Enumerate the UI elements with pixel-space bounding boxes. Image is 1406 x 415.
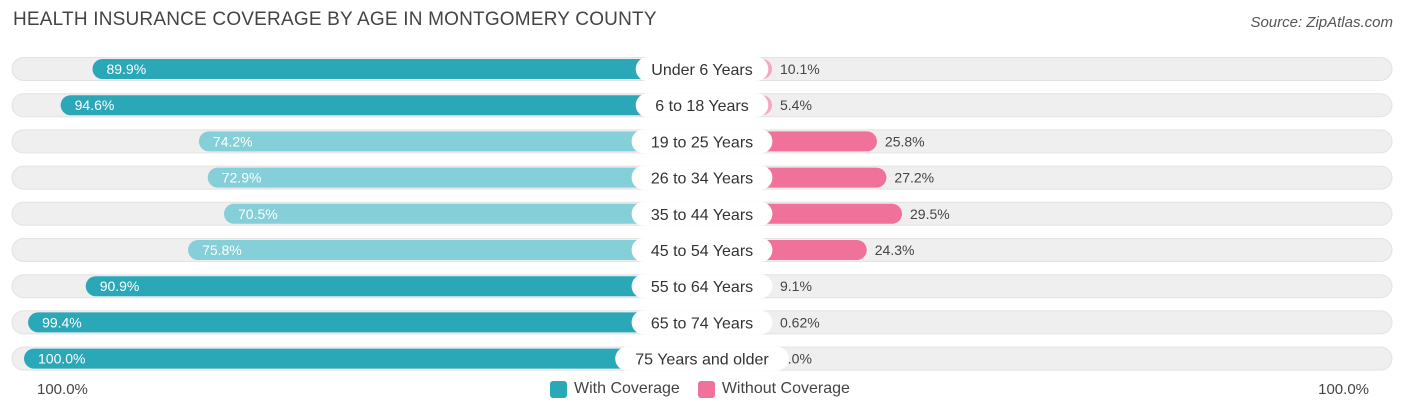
axis-left-label: 100.0% (37, 381, 88, 398)
category-pill (615, 346, 789, 371)
bar-with-coverage (85, 276, 702, 297)
value-label-with-coverage: 90.9% (100, 278, 140, 294)
value-label-with-coverage: 99.4% (42, 314, 82, 330)
category-pill (635, 93, 769, 118)
value-label-without-coverage: 29.5% (910, 206, 950, 222)
legend-swatch-with-coverage (550, 380, 567, 398)
category-label: 26 to 34 Years (651, 171, 753, 188)
category-pill (631, 201, 773, 226)
value-label-with-coverage: 70.5% (238, 206, 278, 222)
category-label: 55 to 64 Years (651, 279, 753, 296)
value-label-with-coverage: 75.8% (202, 242, 242, 258)
bar-with-coverage (198, 131, 702, 152)
value-label-with-coverage: 100.0% (38, 351, 85, 367)
value-label-without-coverage: 24.3% (875, 242, 915, 258)
category-pill (631, 238, 773, 262)
bar-with-coverage (92, 59, 702, 79)
value-label-without-coverage: 25.8% (885, 133, 925, 149)
category-pill (631, 310, 773, 335)
value-label-with-coverage: 94.6% (75, 97, 115, 113)
value-label-without-coverage: 10.1% (780, 61, 820, 77)
bar-with-coverage (60, 95, 702, 116)
bar-with-coverage (28, 312, 703, 333)
value-label-with-coverage: 89.9% (106, 61, 146, 77)
bar-with-coverage (224, 203, 702, 224)
value-label-without-coverage: 9.1% (780, 278, 812, 294)
source-label: Source: ZipAtlas.com (1250, 14, 1393, 31)
category-label: 19 to 25 Years (651, 134, 753, 151)
legend-item-with-coverage[interactable]: With Coverage (550, 380, 680, 398)
legend-label-without-coverage: Without Coverage (721, 380, 850, 397)
bar-with-coverage (188, 240, 703, 260)
category-pill (631, 129, 773, 154)
value-label-with-coverage: 74.2% (213, 133, 253, 149)
value-label-without-coverage: 5.4% (780, 97, 812, 113)
category-pill (635, 57, 769, 81)
category-pill (631, 165, 773, 190)
category-label: 6 to 18 Years (655, 98, 748, 115)
chart-canvas: 89.9% 10.1% Under 6 Years 94.6% 5.4% 6 to 18 … (11, 57, 1393, 371)
value-label-with-coverage: 72.9% (222, 170, 262, 186)
legend: With Coverage Without Coverage (550, 380, 850, 398)
axis-right-label: 100.0% (1318, 381, 1369, 398)
category-label: Under 6 Years (651, 62, 752, 79)
chart-title: HEALTH INSURANCE COVERAGE BY AGE IN MONT… (13, 9, 657, 30)
bar-with-coverage (24, 348, 702, 369)
category-label: 75 Years and older (635, 352, 769, 369)
category-pill (631, 274, 773, 299)
value-label-without-coverage: 27.2% (894, 170, 934, 186)
legend-label-with-coverage: With Coverage (574, 380, 680, 397)
value-label-without-coverage: 0.62% (780, 314, 820, 330)
category-label: 35 to 44 Years (651, 207, 753, 224)
category-label: 45 to 54 Years (651, 243, 753, 260)
legend-item-without-coverage[interactable]: Without Coverage (697, 380, 850, 398)
legend-swatch-without-coverage (697, 380, 715, 398)
bar-with-coverage (207, 167, 702, 188)
category-label: 65 to 74 Years (651, 315, 753, 332)
